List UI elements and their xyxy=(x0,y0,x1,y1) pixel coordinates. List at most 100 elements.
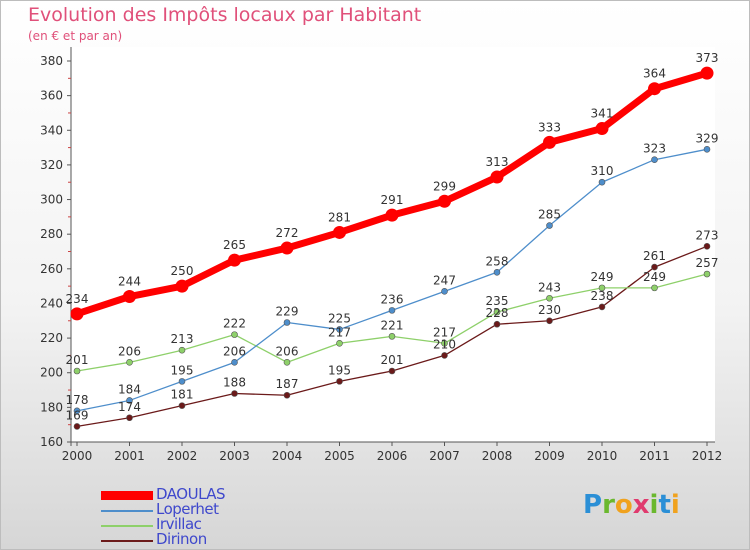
y-tick-label: 320 xyxy=(40,158,63,172)
data-point-loperhet xyxy=(126,397,133,404)
x-tick-label: 2001 xyxy=(114,449,145,463)
data-label-loperhet: 329 xyxy=(696,131,719,145)
plot-area xyxy=(71,47,715,442)
data-label-daoulas: 373 xyxy=(696,51,719,65)
data-label-irvillac: 201 xyxy=(66,353,89,367)
data-point-irvillac xyxy=(388,333,396,340)
x-tick-label: 2012 xyxy=(692,449,723,463)
data-point-loperhet xyxy=(178,378,186,385)
data-point-daoulas xyxy=(700,66,714,80)
y-tick-label: 340 xyxy=(40,123,63,137)
legend-label: Dirinon xyxy=(156,530,207,548)
data-point-daoulas xyxy=(490,170,504,184)
x-tick-label: 2006 xyxy=(377,449,408,463)
brand-letter: P xyxy=(583,490,603,520)
data-label-daoulas: 299 xyxy=(433,179,456,193)
data-point-dirinon xyxy=(126,414,133,422)
data-label-loperhet: 258 xyxy=(486,254,509,268)
data-label-irvillac: 235 xyxy=(486,294,509,308)
data-point-irvillac xyxy=(546,294,553,302)
data-label-irvillac: 222 xyxy=(223,317,246,331)
data-label-dirinon: 169 xyxy=(66,408,89,422)
data-point-dirinon xyxy=(178,402,186,409)
data-point-daoulas xyxy=(228,253,241,267)
data-point-dirinon xyxy=(283,391,291,399)
legend-swatch xyxy=(101,491,153,500)
data-label-loperhet: 285 xyxy=(538,208,561,222)
data-point-loperhet xyxy=(73,407,81,415)
data-point-daoulas xyxy=(175,279,189,293)
data-label-loperhet: 178 xyxy=(66,393,89,407)
data-label-dirinon: 174 xyxy=(118,400,141,414)
data-point-loperhet xyxy=(441,288,448,295)
data-point-dirinon xyxy=(703,243,711,250)
data-label-irvillac: 257 xyxy=(696,256,719,270)
data-point-loperhet xyxy=(598,178,606,186)
data-point-daoulas xyxy=(280,241,294,255)
legend-label: Irvillac xyxy=(156,515,202,533)
data-label-irvillac: 221 xyxy=(381,318,404,332)
data-label-daoulas: 250 xyxy=(171,264,194,278)
data-label-daoulas: 364 xyxy=(643,67,666,81)
data-point-loperhet xyxy=(388,307,396,314)
data-label-dirinon: 210 xyxy=(433,337,456,351)
data-label-loperhet: 236 xyxy=(381,292,404,306)
data-label-irvillac: 213 xyxy=(171,332,194,346)
data-label-dirinon: 201 xyxy=(381,353,404,367)
data-point-irvillac xyxy=(231,331,238,338)
data-label-daoulas: 291 xyxy=(381,193,404,207)
x-tick-label: 2000 xyxy=(62,449,93,463)
data-label-daoulas: 234 xyxy=(66,292,89,306)
data-point-daoulas xyxy=(123,290,136,304)
brand-letter: i xyxy=(649,490,659,520)
data-point-daoulas xyxy=(648,82,661,96)
data-point-dirinon xyxy=(441,352,448,359)
brand-letter: o xyxy=(614,490,633,520)
x-tick-label: 2007 xyxy=(429,449,460,463)
data-label-irvillac: 249 xyxy=(643,270,666,284)
data-point-dirinon xyxy=(546,317,553,325)
data-point-irvillac xyxy=(73,367,81,375)
y-tick-label: 160 xyxy=(40,435,63,449)
data-point-loperhet xyxy=(493,268,501,276)
data-label-dirinon: 230 xyxy=(538,303,561,317)
data-label-loperhet: 225 xyxy=(328,311,351,325)
y-tick-label: 180 xyxy=(40,400,63,414)
data-label-irvillac: 217 xyxy=(433,325,456,339)
data-label-daoulas: 265 xyxy=(223,238,246,252)
data-label-irvillac: 249 xyxy=(591,270,614,284)
x-tick-label: 2005 xyxy=(324,449,355,463)
x-tick-label: 2002 xyxy=(167,449,198,463)
data-label-irvillac: 217 xyxy=(328,325,351,339)
data-point-irvillac xyxy=(493,308,501,316)
data-point-dirinon xyxy=(73,423,81,430)
data-point-daoulas xyxy=(438,194,451,208)
legend-swatch xyxy=(101,540,153,542)
chart-title: Evolution des Impôts locaux par Habitant xyxy=(28,4,422,26)
data-point-irvillac xyxy=(598,284,606,292)
brand-letter: r xyxy=(602,490,615,520)
data-point-loperhet xyxy=(283,319,291,326)
brand-logo: Proxiti xyxy=(583,490,680,520)
data-point-dirinon xyxy=(493,320,501,328)
data-label-dirinon: 188 xyxy=(223,376,246,390)
data-label-dirinon: 195 xyxy=(328,363,351,377)
data-point-loperhet xyxy=(336,326,343,333)
x-tick-label: 2003 xyxy=(219,449,250,463)
brand-letter: x xyxy=(632,490,650,520)
data-label-dirinon: 181 xyxy=(171,388,194,402)
data-label-dirinon: 273 xyxy=(696,228,719,242)
y-tick-label: 260 xyxy=(40,262,63,276)
data-point-daoulas xyxy=(543,135,556,149)
data-label-loperhet: 195 xyxy=(171,363,194,377)
y-tick-label: 200 xyxy=(40,366,63,380)
data-point-loperhet xyxy=(703,146,711,153)
data-point-dirinon xyxy=(388,367,396,375)
legend-label: Loperhet xyxy=(156,500,219,518)
data-label-daoulas: 341 xyxy=(591,107,614,121)
data-point-dirinon xyxy=(231,390,238,397)
x-tick-label: 2010 xyxy=(587,449,618,463)
data-label-loperhet: 247 xyxy=(433,273,456,287)
data-label-loperhet: 229 xyxy=(276,305,299,319)
